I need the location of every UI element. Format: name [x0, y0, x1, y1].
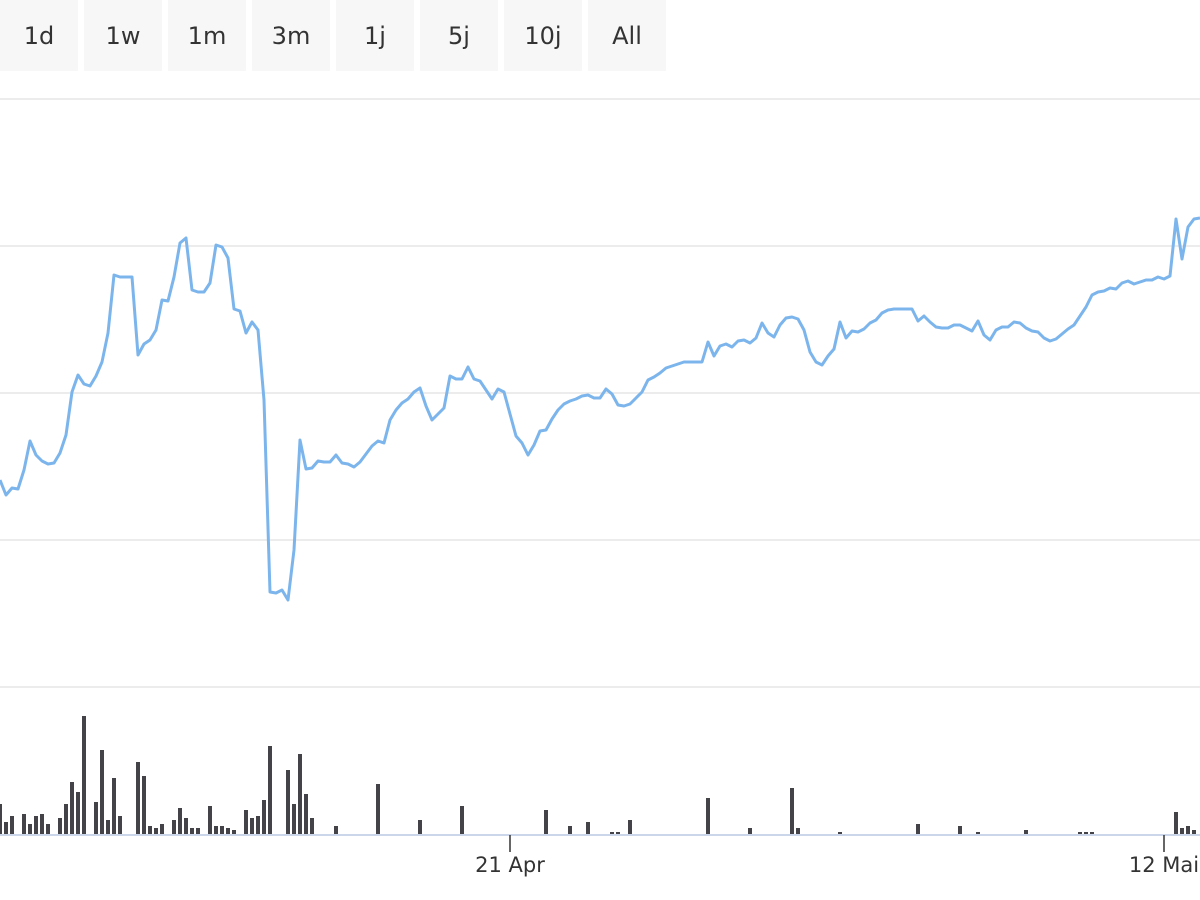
volume-bar	[76, 792, 80, 834]
volume-bar	[250, 818, 254, 834]
volume-bar	[136, 762, 140, 834]
volume-bar	[70, 782, 74, 834]
volume-bar	[790, 788, 794, 834]
volume-bar	[178, 808, 182, 834]
range-button[interactable]: 5j	[420, 0, 498, 71]
volume-bar	[154, 828, 158, 834]
range-button[interactable]: All	[588, 0, 666, 71]
volume-bar	[58, 818, 62, 834]
volume-bar	[334, 826, 338, 834]
volume-bar	[0, 804, 2, 834]
range-button[interactable]: 1m	[168, 0, 246, 71]
volume-bar	[118, 816, 122, 834]
volume-bar	[142, 776, 146, 834]
volume-bar	[958, 826, 962, 834]
volume-bar	[100, 750, 104, 834]
volume-bar	[82, 716, 86, 834]
volume-bar	[190, 828, 194, 834]
volume-bar	[376, 784, 380, 834]
volume-bar	[64, 804, 68, 834]
volume-bar	[94, 802, 98, 834]
price-line	[0, 216, 1200, 602]
volume-bar	[232, 830, 236, 834]
volume-bar	[1078, 832, 1082, 834]
volume-bar	[196, 828, 200, 834]
volume-bar	[106, 820, 110, 834]
volume-bar	[304, 794, 308, 834]
volume-bar	[544, 810, 548, 834]
volume-bar	[976, 832, 980, 834]
volume-bar	[172, 820, 176, 834]
volume-bar	[310, 818, 314, 834]
volume-bar	[1180, 828, 1184, 834]
volume-bar	[262, 800, 266, 834]
volume-bar	[796, 828, 800, 834]
volume-bar	[1186, 826, 1190, 834]
volume-bar	[148, 826, 152, 834]
volume-bar	[112, 778, 116, 834]
volume-bar	[214, 826, 218, 834]
volume-bar	[34, 816, 38, 834]
volume-bar	[286, 770, 290, 834]
range-button[interactable]: 10j	[504, 0, 582, 71]
volume-bar	[244, 810, 248, 834]
range-button[interactable]: 1d	[0, 0, 78, 71]
volume-bar	[838, 832, 842, 834]
volume-bar	[4, 822, 8, 834]
volume-bar	[268, 746, 272, 834]
range-button[interactable]: 1j	[336, 0, 414, 71]
x-tick-label: 12 Mai	[1129, 853, 1199, 877]
volume-bar	[10, 816, 14, 834]
volume-bar	[220, 826, 224, 834]
volume-bar	[1090, 832, 1094, 834]
volume-bar	[610, 832, 614, 834]
volume-bar	[1192, 830, 1196, 834]
volume-bar	[1024, 830, 1028, 834]
volume-bar	[916, 824, 920, 834]
volume-bar	[28, 824, 32, 834]
volume-bar	[586, 822, 590, 834]
volume-bar	[460, 806, 464, 834]
volume-bar	[418, 820, 422, 834]
volume-bar	[292, 804, 296, 834]
volume-bar	[748, 828, 752, 834]
x-tick-label: 21 Apr	[475, 853, 545, 877]
volume-bar	[1174, 812, 1178, 834]
volume-bar	[256, 816, 260, 834]
volume-bar	[208, 806, 212, 834]
volume-bar	[706, 798, 710, 834]
volume-bar	[40, 814, 44, 834]
volume-bar	[22, 814, 26, 834]
volume-bar	[616, 832, 620, 834]
volume-bar	[628, 820, 632, 834]
range-button[interactable]: 1w	[84, 0, 162, 71]
volume-bar	[568, 826, 572, 834]
volume-bar	[184, 818, 188, 834]
volume-bar	[46, 824, 50, 834]
range-button[interactable]: 3m	[252, 0, 330, 71]
volume-bar	[226, 828, 230, 834]
volume-bar	[1084, 832, 1088, 834]
volume-bar	[160, 824, 164, 834]
volume-bar	[298, 754, 302, 834]
